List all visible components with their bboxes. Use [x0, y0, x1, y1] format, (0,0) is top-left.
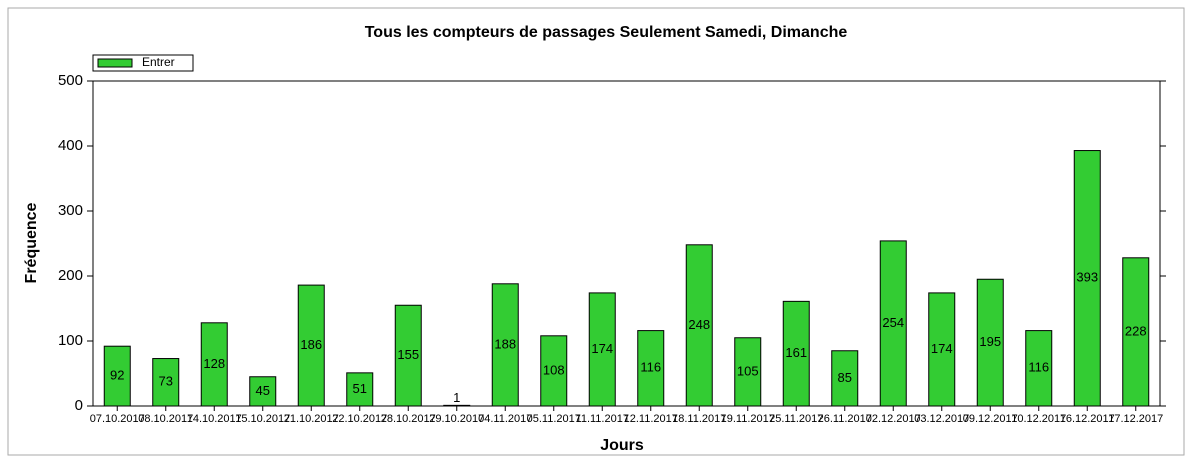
- bar: [249, 376, 277, 407]
- x-tick-label: 08.10.2017: [138, 413, 193, 425]
- bar-value-label: 105: [737, 363, 759, 378]
- bar: [1025, 330, 1053, 407]
- bar: [443, 404, 471, 407]
- bar: [152, 358, 180, 407]
- x-tick-label: 07.10.2017: [90, 413, 145, 425]
- bar-value-label: 51: [353, 381, 367, 396]
- x-tick-label: 16.12.2017: [1060, 413, 1115, 425]
- y-tick-label: 300: [58, 202, 83, 219]
- bar: [297, 284, 325, 407]
- bar: [637, 330, 665, 407]
- x-tick-label: 21.10.2017: [284, 413, 339, 425]
- x-tick-label: 25.11.2017: [769, 413, 823, 425]
- bar: [1073, 150, 1101, 407]
- bar: [928, 292, 956, 407]
- legend-swatch: [97, 58, 133, 68]
- chart-title: Tous les compteurs de passages Seulement…: [365, 24, 848, 41]
- bar-value-label: 116: [1028, 360, 1049, 375]
- bar-value-label: 254: [882, 315, 904, 330]
- x-tick-label: 04.11.2017: [478, 413, 532, 425]
- bar: [103, 345, 131, 407]
- bar-value-label: 155: [397, 347, 419, 362]
- x-tick-label: 18.11.2017: [672, 413, 726, 425]
- bar: [782, 300, 810, 407]
- bar-value-label: 108: [543, 362, 565, 377]
- bar: [540, 335, 568, 407]
- bar-value-label: 393: [1076, 270, 1098, 285]
- y-tick-label: 200: [58, 267, 83, 284]
- bar: [588, 292, 616, 407]
- legend-label: Entrer: [142, 55, 175, 69]
- bar-value-label: 186: [300, 337, 322, 352]
- y-tick-label: 0: [75, 397, 83, 414]
- bar-value-label: 195: [979, 334, 1001, 349]
- x-tick-label: 26.11.2017: [818, 413, 872, 425]
- bar-value-label: 85: [838, 370, 852, 385]
- bar-value-label: 45: [256, 383, 270, 398]
- x-tick-label: 05.11.2017: [527, 413, 581, 425]
- x-tick-label: 02.12.2017: [866, 413, 921, 425]
- y-axis-label: Fréquence: [23, 202, 40, 283]
- bar: [879, 240, 907, 407]
- bar-value-label: 174: [931, 341, 953, 356]
- bar-value-label: 161: [785, 345, 807, 360]
- bar-value-label: 228: [1125, 323, 1147, 338]
- x-tick-label: 19.11.2017: [721, 413, 775, 425]
- bar: [200, 322, 228, 407]
- bar-value-label: 174: [591, 341, 613, 356]
- bar-value-label: 116: [640, 360, 661, 375]
- x-tick-label: 10.12.2017: [1011, 413, 1066, 425]
- x-tick-label: 17.12.2017: [1108, 413, 1163, 425]
- x-tick-label: 28.10.2017: [381, 413, 436, 425]
- x-axis-label: Jours: [600, 437, 644, 454]
- bar-value-label: 73: [159, 374, 173, 389]
- x-tick-label: 29.10.2017: [429, 413, 484, 425]
- bar-value-label: 188: [494, 336, 516, 351]
- x-tick-label: 09.12.2017: [963, 413, 1018, 425]
- bar: [685, 244, 713, 407]
- bar-value-label: 128: [203, 356, 225, 371]
- x-tick-label: 22.10.2017: [332, 413, 387, 425]
- bar: [394, 304, 422, 407]
- x-tick-label: 03.12.2017: [914, 413, 969, 425]
- bar-value-label: 1: [453, 390, 460, 405]
- y-tick-label: 500: [58, 72, 83, 89]
- plot-frame: [92, 80, 1161, 407]
- bar: [734, 337, 762, 407]
- y-tick-label: 100: [58, 332, 83, 349]
- bar: [1122, 257, 1150, 407]
- bar: [491, 283, 519, 407]
- x-tick-label: 15.10.2017: [235, 413, 290, 425]
- bar: [976, 278, 1004, 407]
- x-tick-label: 12.11.2017: [624, 413, 678, 425]
- y-tick-label: 400: [58, 137, 83, 154]
- bar-value-label: 92: [110, 368, 124, 383]
- bar-value-label: 248: [688, 317, 710, 332]
- x-tick-label: 14.10.2017: [187, 413, 242, 425]
- bar: [346, 372, 374, 407]
- x-tick-label: 11.11.2017: [576, 413, 629, 425]
- bar: [831, 350, 859, 407]
